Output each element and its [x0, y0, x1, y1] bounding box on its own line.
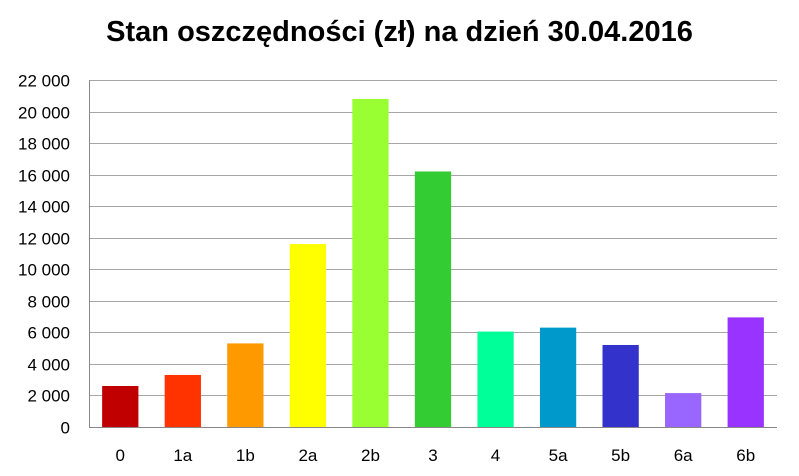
bar-5a [539, 327, 577, 427]
chart-title: Stan oszczędności (zł) na dzień 30.04.20… [106, 16, 693, 48]
x-tick-label: 5b [611, 446, 630, 465]
y-tick-label: 2 000 [27, 387, 70, 406]
x-tick-label: 2b [361, 446, 380, 465]
bar-1b [227, 343, 264, 427]
y-tick-label: 20 000 [18, 104, 70, 123]
bar-6a [665, 393, 702, 427]
bars [102, 98, 764, 427]
y-tick-label: 6 000 [27, 324, 70, 343]
x-tick-label: 2a [298, 446, 317, 465]
bar-1a [164, 374, 201, 427]
bar-0 [102, 385, 139, 427]
bar-6b [727, 317, 764, 427]
y-tick-label: 4 000 [27, 356, 70, 375]
x-tick-label: 0 [116, 446, 125, 465]
y-tick-label: 16 000 [18, 167, 70, 186]
y-tick-label: 22 000 [18, 72, 70, 91]
bar-2a [289, 244, 327, 427]
x-tick-label: 6b [736, 446, 755, 465]
y-tick-label: 14 000 [18, 198, 70, 217]
x-tick-label: 5a [549, 446, 568, 465]
y-axis-tick-labels: 0 2 000 4 000 6 000 8 000 10 000 12 000 14 000 1… [18, 72, 70, 438]
x-tick-label: 3 [428, 446, 437, 465]
y-tick-label: 8 000 [27, 293, 70, 312]
y-tick-label: 0 [61, 419, 70, 438]
y-tick-label: 18 000 [18, 135, 70, 154]
x-tick-label: 6a [674, 446, 693, 465]
bar-3 [414, 171, 452, 427]
bar-5b [602, 344, 639, 427]
x-tick-label: 4 [491, 446, 500, 465]
y-tick-label: 10 000 [18, 261, 70, 280]
bar-4 [477, 331, 514, 427]
x-axis-tick-labels: 0 1a 1b 2a 2b 3 4 5a 5b 6a 6b [116, 446, 756, 465]
bar-2b [352, 98, 389, 427]
x-tick-label: 1b [236, 446, 255, 465]
x-tick-label: 1a [173, 446, 192, 465]
y-tick-label: 12 000 [18, 230, 70, 249]
